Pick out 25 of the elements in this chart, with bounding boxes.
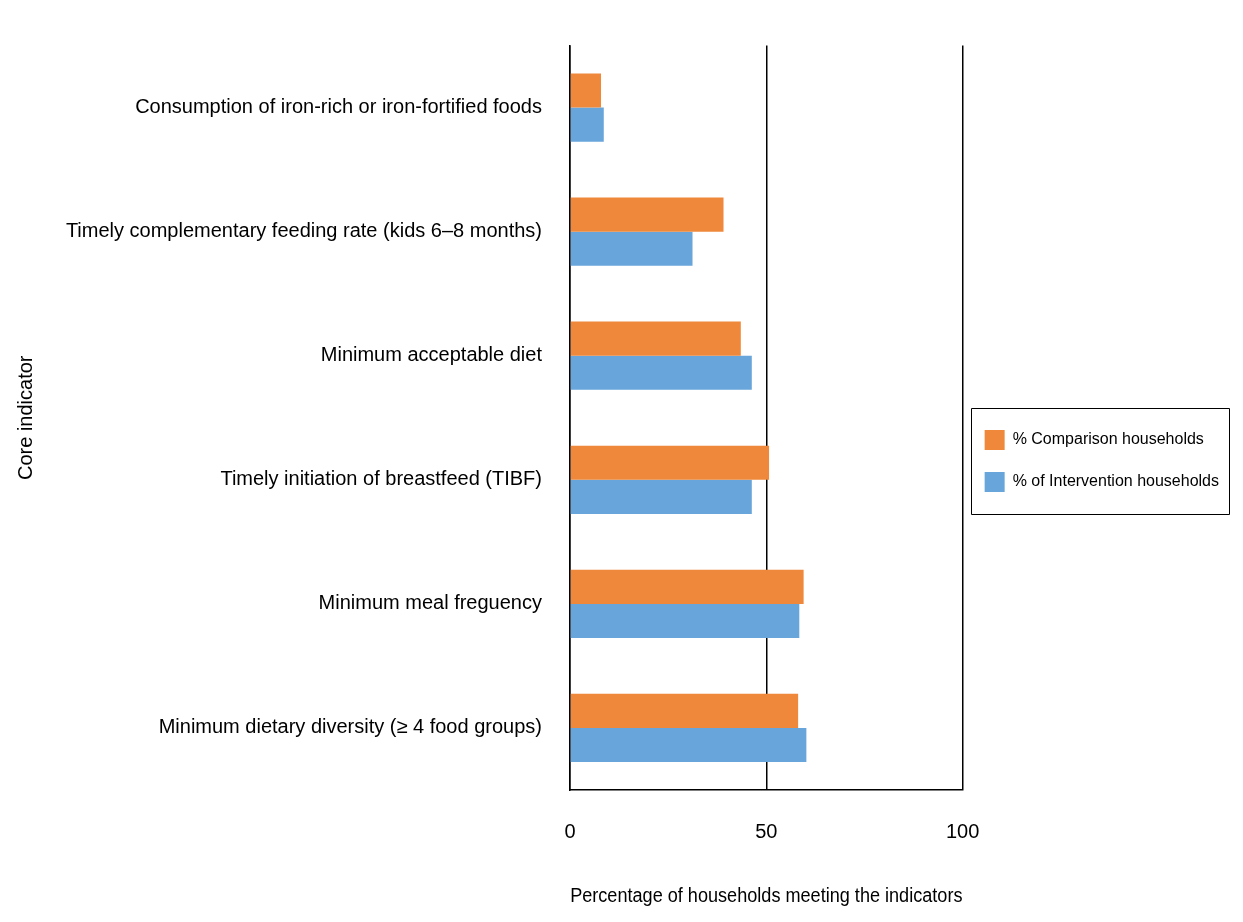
bar xyxy=(570,231,693,266)
bar xyxy=(570,107,604,142)
y-tick-label: Minimum acceptable diet xyxy=(320,343,543,366)
y-tick-label: Timely complementary feeding rate (kids 6–8 months) xyxy=(65,219,542,242)
bar xyxy=(570,197,724,232)
x-tick-label: 50 xyxy=(755,819,778,842)
bar xyxy=(570,603,800,638)
legend-label: % of Intervention households xyxy=(1012,472,1219,490)
x-tick-label: 0 xyxy=(564,819,576,842)
bar xyxy=(570,479,752,514)
bar xyxy=(570,445,770,480)
bar xyxy=(570,73,602,108)
y-tick-label: Consumption of iron-rich or iron-fortified foods xyxy=(135,95,542,118)
bar xyxy=(570,693,799,728)
bar xyxy=(570,355,752,390)
y-axis-title: Core indicator xyxy=(13,355,36,481)
y-tick-label: Minimum dietary diversity (≥ 4 food groups) xyxy=(158,715,542,738)
legend-label: % Comparison households xyxy=(1012,430,1204,448)
bar xyxy=(570,321,741,356)
x-axis-title: Percentage of households meeting the indicators xyxy=(570,883,963,906)
bar xyxy=(570,569,804,604)
bar xyxy=(570,727,807,763)
x-tick-label: 100 xyxy=(945,819,980,842)
y-tick-label: Minimum meal freguency xyxy=(318,591,542,614)
y-tick-label: Timely initiation of breastfeed (TIBF) xyxy=(220,467,542,490)
